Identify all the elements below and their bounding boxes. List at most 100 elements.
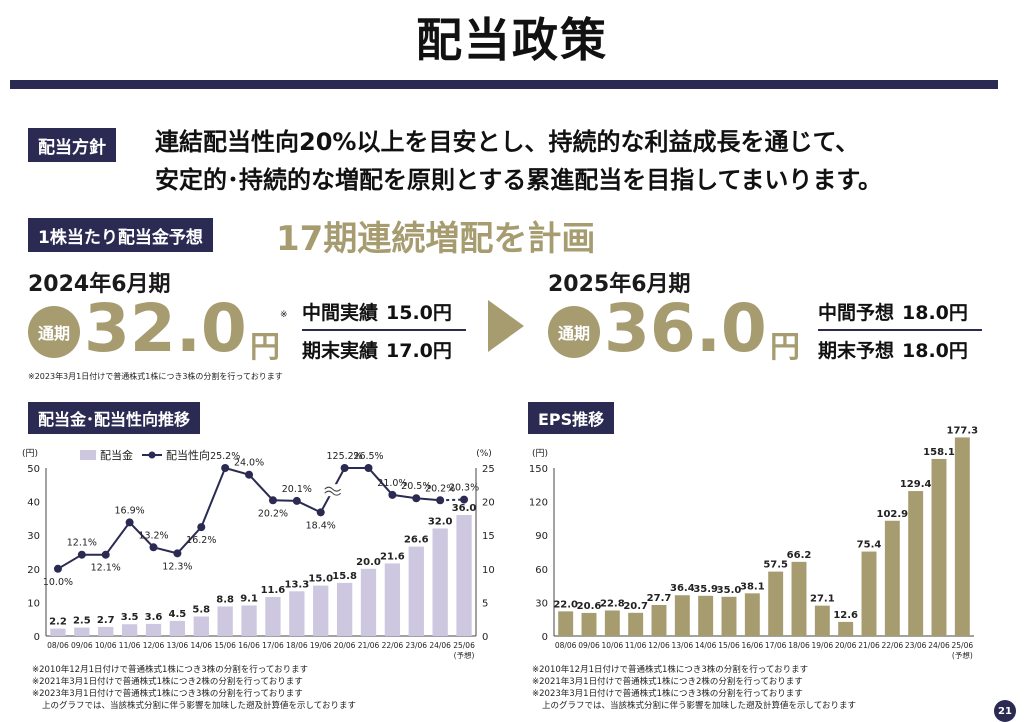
fy2025-interim-value: 18.0円 <box>902 302 968 324</box>
payout-label: 21.0% <box>377 478 407 489</box>
payout-line-segment <box>248 474 274 501</box>
dividend-bar-label: 15.8 <box>332 571 357 582</box>
payout-label: 125.2% <box>326 451 362 462</box>
eps-bar <box>651 604 667 636</box>
dividend-bar <box>360 568 377 636</box>
dividend-bar <box>98 626 114 636</box>
x-tick-label: 23/06 <box>405 641 427 650</box>
eps-note-2: ※2021年3月1日付けで普通株式1株につき2株の分割を行っております <box>532 677 803 687</box>
eps-bar <box>674 595 690 636</box>
legend-line-marker <box>148 451 156 459</box>
payout-marker <box>364 464 373 472</box>
y2-tick-label: 15 <box>482 531 495 542</box>
eps-bar-label: 35.9 <box>693 584 718 595</box>
fy2025-badge: 通期 <box>548 306 600 358</box>
x-tick-label: 22/06 <box>382 641 404 650</box>
eps-note-4: 上のグラフでは、当該株式分割に伴う影響を加味した遡及計算値を示しております <box>542 701 856 711</box>
y2-tick-label: 10 <box>482 565 495 576</box>
dividend-note-2: ※2021年3月1日付けで普通株式1株につき2株の分割を行っております <box>32 677 303 687</box>
legend-line-label: 配当性向 <box>166 448 210 462</box>
eps-bar <box>954 437 970 636</box>
eps-chart-tag: EPS推移 <box>528 402 615 434</box>
dividend-bar-label: 9.1 <box>240 593 258 604</box>
axis-break-icon <box>324 486 342 492</box>
dividend-note-3: ※2023年3月1日付けで普通株式1株につき3株の分割を行っております <box>32 689 303 699</box>
x-tick-label: 17/06 <box>765 641 787 650</box>
payout-marker <box>292 496 301 505</box>
payout-marker <box>245 470 254 479</box>
eps-bar <box>698 595 714 636</box>
dividend-bar <box>408 546 424 636</box>
eps-bar-label: 75.4 <box>857 540 882 551</box>
x-tick-label: 23/06 <box>905 641 927 650</box>
dividend-bar-label: 5.8 <box>192 605 210 616</box>
y-tick-label: 30 <box>27 531 40 542</box>
x-tick-label: 15/06 <box>718 641 740 650</box>
x-tick-label: 24/06 <box>429 641 451 650</box>
dividend-bar <box>241 605 257 636</box>
y-tick-label: 90 <box>535 531 548 542</box>
x-tick-label: 13/06 <box>672 641 694 650</box>
x-tick-label: 18/06 <box>788 641 810 650</box>
fy2024-final-value: 17.0円 <box>386 340 452 362</box>
eps-bar <box>628 612 644 636</box>
policy-tag: 配当方針 <box>28 128 116 162</box>
x-tick-label: 10/06 <box>95 641 117 650</box>
y-tick-label: 40 <box>27 498 40 509</box>
dividend-bar <box>74 627 90 636</box>
eps-bar <box>744 593 760 636</box>
forecast-headline: 17期連続増配を計画 <box>276 219 596 259</box>
payout-line-segment <box>200 467 227 528</box>
x-tick-label: 14/06 <box>695 641 717 650</box>
y-tick-label: 150 <box>529 464 548 475</box>
x-tick-label: 16/06 <box>742 641 764 650</box>
payout-marker <box>460 495 469 504</box>
eps-note-3: ※2023年3月1日付けで普通株式1株につき3株の分割を行っております <box>532 689 803 699</box>
fy2024-final: 期末実績 17.0円 <box>302 336 466 363</box>
eps-bar-label: 35.0 <box>717 585 742 596</box>
payout-marker <box>340 464 349 472</box>
x-tick-label: 13/06 <box>167 641 189 650</box>
x-tick-label: 08/06 <box>47 641 69 650</box>
payout-label: 12.1% <box>67 538 97 549</box>
axis-break-gap <box>325 484 340 497</box>
dividend-bar <box>336 582 353 636</box>
dividend-bar-label: 32.0 <box>428 516 453 527</box>
eps-bar-label: 22.0 <box>553 599 578 610</box>
eps-bar-label: 177.3 <box>947 425 979 436</box>
fy2025-final-label: 期末予想 <box>818 340 895 362</box>
y-unit-label: (円) <box>22 448 38 459</box>
x-tick-label: 12/06 <box>143 641 165 650</box>
x-tick-label: 21/06 <box>858 641 880 650</box>
payout-line-segment <box>392 493 417 500</box>
page-title: 配当政策 <box>416 13 608 67</box>
dividend-bar <box>217 606 233 636</box>
fy2024-final-label: 期末実績 <box>302 340 379 362</box>
fy2025-interim: 中間予想 18.0円 <box>818 298 982 331</box>
eps-bar-label: 20.7 <box>623 601 648 612</box>
x-tick-label: 22/06 <box>882 641 904 650</box>
fy2024-badge: 通期 <box>28 306 80 358</box>
dividend-bar-label: 3.6 <box>145 612 163 623</box>
x-tick-label: 15/06 <box>214 641 236 650</box>
eps-bar <box>791 561 807 636</box>
forecast-label: (予想) <box>454 650 475 660</box>
legend-bar-label: 配当金 <box>100 448 133 462</box>
dividend-bar <box>50 628 66 636</box>
dividend-bar <box>193 616 209 636</box>
x-tick-label: 21/06 <box>358 641 380 650</box>
y2-tick-label: 25 <box>482 464 495 475</box>
dividend-bar-label: 2.2 <box>49 617 67 628</box>
payout-marker <box>388 490 397 499</box>
y2-tick-label: 20 <box>482 498 495 509</box>
eps-bar-label: 36.4 <box>670 583 695 594</box>
x-tick-label: 20/06 <box>334 641 356 650</box>
dividend-chart: 0 10 20 30 40 50 0 5 10 15 20 25 (円) (%) 配当金 配当性向 2.2 2.5… <box>22 448 495 660</box>
eps-notes: ※2010年12月1日付けで普通株式1株につき3株の分割を行っております ※20… <box>532 664 856 712</box>
fy2025-final-value: 18.0円 <box>902 340 968 362</box>
payout-marker <box>149 543 158 552</box>
payout-label: 20.1% <box>282 484 312 495</box>
x-tick-label: 25/06 <box>453 641 475 650</box>
payout-marker <box>125 518 134 527</box>
x-tick-label: 18/06 <box>286 641 308 650</box>
